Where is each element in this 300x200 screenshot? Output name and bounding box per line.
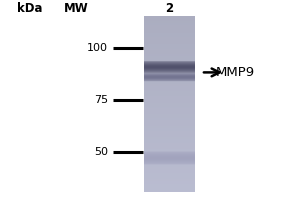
Text: MW: MW <box>64 2 89 16</box>
Text: 75: 75 <box>94 95 108 105</box>
Text: 2: 2 <box>165 2 174 16</box>
Text: 100: 100 <box>87 43 108 53</box>
Text: 50: 50 <box>94 147 108 157</box>
Text: kDa: kDa <box>17 2 43 16</box>
Text: MMP9: MMP9 <box>216 66 255 79</box>
